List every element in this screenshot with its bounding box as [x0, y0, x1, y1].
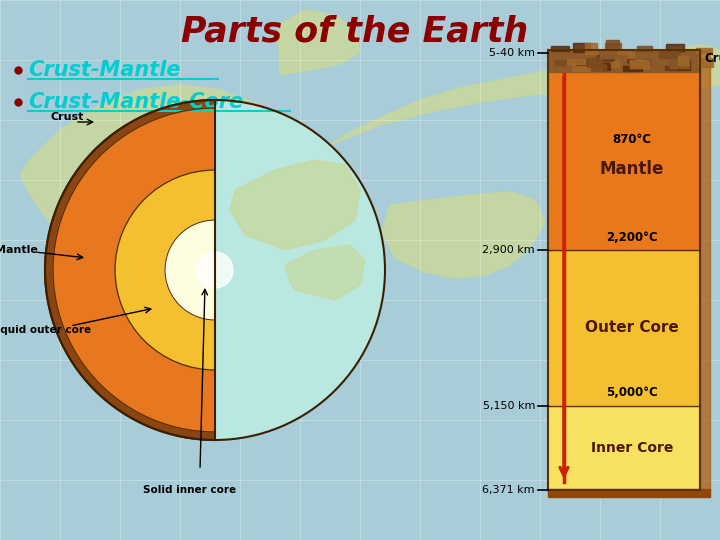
Bar [630, 60, 649, 68]
Text: 2,900 km: 2,900 km [482, 245, 535, 255]
Bar [678, 56, 688, 65]
Text: Crust: Crust [50, 112, 84, 122]
Polygon shape [230, 160, 360, 250]
Bar [637, 45, 652, 51]
Polygon shape [382, 192, 545, 278]
Text: Mantle: Mantle [600, 160, 664, 178]
Bar [551, 46, 569, 51]
Text: Solid inner core: Solid inner core [143, 485, 237, 495]
Text: 2,200°C: 2,200°C [606, 231, 658, 244]
Text: Inner Core: Inner Core [591, 441, 673, 455]
Bar [594, 63, 610, 70]
Bar [672, 48, 680, 55]
Bar [595, 56, 614, 61]
Bar [593, 63, 601, 72]
Bar [595, 56, 609, 60]
Bar [606, 40, 618, 50]
Polygon shape [20, 85, 360, 305]
Bar [585, 43, 598, 55]
Bar [572, 63, 590, 71]
Wedge shape [215, 100, 385, 440]
Bar [611, 62, 619, 67]
Text: 5-40 km: 5-40 km [489, 48, 535, 58]
Text: Mantle: Mantle [0, 245, 38, 255]
Bar [567, 59, 585, 64]
Bar [572, 44, 590, 51]
Text: Crust: Crust [704, 51, 720, 64]
Wedge shape [115, 170, 215, 370]
Polygon shape [330, 45, 720, 145]
Bar [548, 50, 700, 72]
Bar [548, 250, 700, 406]
Polygon shape [278, 10, 360, 75]
Wedge shape [53, 108, 215, 432]
Text: Liquid outer core: Liquid outer core [0, 325, 91, 335]
Bar [624, 66, 642, 71]
Bar [605, 43, 621, 51]
Circle shape [197, 252, 233, 288]
Text: Crust-Mantle: Crust-Mantle [28, 60, 181, 80]
Wedge shape [165, 220, 215, 320]
Bar [659, 51, 678, 58]
Bar [670, 61, 690, 70]
Bar [548, 489, 710, 497]
Bar [591, 64, 606, 71]
Bar [643, 59, 649, 65]
Bar [587, 58, 603, 66]
Bar [666, 44, 684, 51]
Text: 6,371 km: 6,371 km [482, 485, 535, 495]
Bar [628, 52, 634, 63]
Polygon shape [285, 245, 365, 300]
Wedge shape [45, 100, 215, 440]
Bar [613, 51, 631, 54]
Polygon shape [80, 308, 145, 375]
Bar [548, 68, 700, 250]
Bar [670, 60, 688, 68]
Bar [700, 50, 710, 490]
Bar [696, 49, 712, 53]
Text: Crust-Mantle-Core: Crust-Mantle-Core [28, 92, 243, 112]
Bar [616, 64, 636, 72]
Bar [665, 66, 676, 70]
Bar [548, 406, 700, 490]
Text: 5,000°C: 5,000°C [606, 386, 658, 399]
Bar [698, 58, 714, 66]
Bar [627, 59, 634, 63]
Text: 5,150 km: 5,150 km [482, 401, 535, 411]
Bar [597, 55, 613, 60]
Text: 870°C: 870°C [613, 133, 652, 146]
Bar [555, 60, 567, 65]
Text: Parts of the Earth: Parts of the Earth [181, 15, 528, 49]
Text: Outer Core: Outer Core [585, 320, 679, 335]
Bar [576, 59, 589, 65]
Bar [600, 51, 616, 58]
